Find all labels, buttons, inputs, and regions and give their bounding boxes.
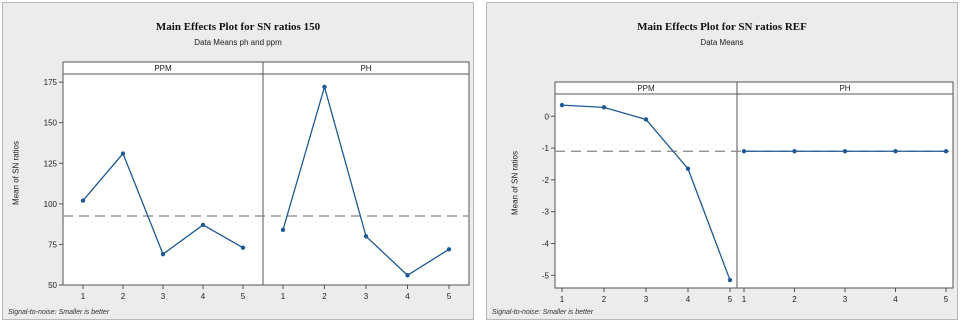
plot-frame (554, 81, 954, 289)
plot-area: 50 75 100 125 150 175 PPM 1 2 3 4 5 PH 1 2 3 4 5 (44, 61, 470, 301)
data-point (363, 234, 369, 239)
x-tick-label: 1 (81, 292, 86, 301)
x-tick-label: 1 (560, 295, 565, 304)
data-point (559, 102, 565, 108)
main-effects-plot-150: Main Effects Plot for SN ratios 150 Data… (2, 2, 474, 320)
x-tick-label: 4 (686, 295, 691, 304)
y-tick-label: 0 (545, 112, 550, 121)
x-tick-label: 4 (893, 295, 898, 304)
x-tick-label: 4 (405, 292, 410, 301)
x-tick-label: 1 (742, 295, 747, 304)
chart-subtitle: Data Means (700, 38, 744, 47)
data-point (446, 247, 452, 252)
data-point (405, 273, 410, 278)
data-point (601, 105, 607, 110)
data-point (240, 245, 246, 250)
x-tick-label: 3 (364, 292, 369, 301)
data-point (643, 117, 649, 122)
panel-label: PH (360, 64, 371, 73)
panel-label: PPM (637, 84, 655, 93)
data-point (322, 84, 327, 90)
x-tick-label: 3 (644, 295, 649, 304)
y-tick-label: 75 (48, 240, 57, 249)
data-point (280, 227, 286, 233)
data-point (741, 149, 747, 154)
data-point (792, 149, 797, 154)
chart-title: Main Effects Plot for SN ratios REF (637, 21, 807, 33)
y-tick-label: 100 (44, 200, 58, 209)
x-tick-label: 4 (201, 292, 206, 301)
footnote: Signal-to-noise: Smaller is better (492, 309, 594, 316)
x-tick-label: 5 (447, 292, 452, 301)
x-tick-label: 2 (602, 295, 607, 304)
y-tick-label: 150 (44, 119, 58, 128)
plot-area: 0 -1 -2 -3 -4 -5 PPM 1 2 3 4 5 PH 1 2 3 4 5 (542, 81, 954, 304)
x-tick-label: 5 (944, 295, 949, 304)
data-point (200, 222, 206, 228)
y-tick-label: -2 (542, 176, 550, 185)
chart-subtitle: Data Means ph and ppm (194, 38, 282, 47)
x-tick-label: 3 (843, 295, 848, 304)
chart-title: Main Effects Plot for SN ratios 150 (155, 21, 321, 33)
y-tick-label: 125 (44, 159, 58, 168)
x-tick-label: 2 (121, 292, 126, 301)
panel-label: PH (839, 84, 850, 93)
x-tick-label: 5 (241, 292, 246, 301)
data-point (842, 149, 848, 154)
data-point (80, 198, 86, 203)
data-point (727, 277, 733, 283)
panel-label: PPM (154, 64, 172, 73)
x-tick-label: 5 (728, 295, 733, 304)
y-tick-label: -1 (542, 144, 550, 153)
y-tick-label: 175 (44, 78, 58, 87)
plot-frame (62, 61, 470, 286)
data-point (943, 149, 949, 154)
x-tick-label: 3 (161, 292, 166, 301)
y-tick-label: -3 (542, 208, 550, 217)
data-point (160, 251, 166, 257)
data-point (120, 151, 126, 156)
footnote: Signal-to-noise: Smaller is better (8, 309, 110, 316)
y-tick-label: -5 (542, 271, 550, 280)
x-tick-label: 2 (792, 295, 797, 304)
x-tick-label: 2 (322, 292, 327, 301)
data-point (685, 166, 691, 171)
x-tick-label: 1 (281, 292, 286, 301)
main-effects-plot-ref: Main Effects Plot for SN ratios REF Data… (486, 2, 958, 320)
y-tick-label: -4 (542, 239, 550, 248)
y-tick-label: 50 (48, 281, 57, 290)
data-point (893, 149, 898, 154)
